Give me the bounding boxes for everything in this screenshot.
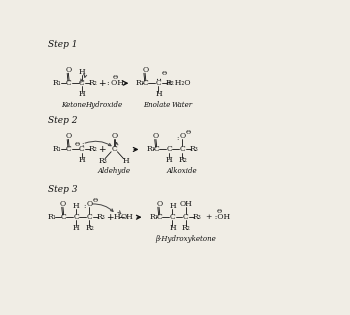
Text: Alkoxide: Alkoxide: [166, 167, 197, 175]
Text: O: O: [86, 200, 92, 208]
Text: R₁: R₁: [53, 146, 62, 153]
Text: Θ: Θ: [92, 198, 97, 203]
FancyArrowPatch shape: [116, 142, 118, 145]
Text: Enolate: Enolate: [143, 101, 170, 109]
Text: Step 1: Step 1: [48, 40, 77, 49]
Text: O: O: [65, 132, 72, 140]
Text: R₁: R₁: [136, 79, 145, 87]
Text: R₃: R₃: [98, 157, 107, 165]
Text: O: O: [65, 66, 72, 74]
Text: +: +: [106, 213, 113, 222]
Text: C: C: [86, 213, 92, 221]
Text: C: C: [66, 146, 71, 153]
Text: R₂: R₂: [89, 146, 98, 153]
Text: O: O: [153, 132, 159, 140]
Text: H: H: [169, 224, 176, 232]
Text: H: H: [122, 157, 129, 165]
Text: O: O: [156, 200, 162, 208]
Text: C: C: [142, 79, 148, 87]
Text: C: C: [111, 146, 117, 153]
Text: R₃: R₃: [190, 146, 198, 153]
Text: R₁: R₁: [48, 213, 56, 221]
Text: C: C: [79, 79, 85, 87]
Text: C: C: [60, 213, 66, 221]
Text: H: H: [169, 203, 176, 210]
Text: R₃: R₃: [193, 213, 202, 221]
Text: OH: OH: [179, 200, 192, 208]
Text: R₃: R₃: [97, 213, 105, 221]
Text: C: C: [79, 146, 85, 153]
Text: H: H: [78, 90, 85, 98]
FancyArrowPatch shape: [85, 141, 111, 146]
Text: Step 3: Step 3: [48, 185, 77, 194]
Text: : OH: : OH: [107, 79, 124, 87]
Text: β-Hydroxyketone: β-Hydroxyketone: [155, 235, 216, 243]
Text: +: +: [98, 79, 106, 88]
Text: R₂: R₂: [85, 224, 94, 232]
Text: C: C: [156, 213, 162, 221]
Text: H: H: [155, 90, 162, 98]
Text: C: C: [180, 146, 186, 153]
Text: Hydroxide: Hydroxide: [85, 101, 122, 109]
Text: R₂: R₂: [89, 79, 98, 87]
Text: R₂: R₂: [178, 156, 187, 164]
Text: H: H: [78, 68, 85, 77]
FancyArrowPatch shape: [118, 211, 121, 214]
FancyArrowPatch shape: [84, 74, 87, 77]
Text: R₁: R₁: [53, 79, 62, 87]
Text: Θ: Θ: [186, 130, 191, 135]
FancyArrowPatch shape: [92, 204, 113, 211]
Text: H: H: [166, 156, 173, 164]
Text: Aldehyde: Aldehyde: [98, 167, 131, 175]
Text: H: H: [113, 213, 120, 221]
Text: H: H: [78, 156, 85, 164]
Text: R₁: R₁: [150, 213, 159, 221]
Text: :: :: [83, 202, 85, 210]
Text: + H₂O: + H₂O: [166, 79, 191, 87]
Text: :: :: [176, 134, 178, 142]
Text: R₂: R₂: [181, 224, 190, 232]
Text: C: C: [74, 213, 79, 221]
Text: H: H: [73, 203, 79, 210]
Text: H: H: [73, 224, 79, 232]
Text: C: C: [66, 79, 71, 87]
Text: O: O: [142, 66, 148, 74]
Text: Ketone: Ketone: [61, 101, 86, 109]
Text: C: C: [153, 146, 159, 153]
Text: O: O: [60, 200, 66, 208]
Text: O: O: [111, 132, 117, 140]
Text: Θ: Θ: [217, 209, 222, 214]
Text: R₂: R₂: [166, 79, 174, 87]
Text: C: C: [155, 79, 161, 87]
Text: C: C: [169, 213, 175, 221]
FancyArrowPatch shape: [81, 79, 83, 83]
Text: +: +: [98, 145, 106, 154]
Text: :: :: [81, 140, 84, 148]
Text: Water: Water: [172, 101, 193, 109]
Text: Step 2: Step 2: [48, 117, 77, 125]
Text: C: C: [167, 146, 172, 153]
Text: + :OH: + :OH: [206, 213, 230, 221]
Text: R₁: R₁: [147, 146, 155, 153]
Text: ‥: ‥: [155, 72, 161, 82]
Text: Θ: Θ: [75, 141, 80, 146]
Text: OH: OH: [121, 213, 134, 221]
Text: O: O: [180, 132, 186, 140]
Text: Θ: Θ: [162, 71, 167, 76]
Text: Θ: Θ: [112, 75, 118, 80]
Text: C: C: [183, 213, 188, 221]
